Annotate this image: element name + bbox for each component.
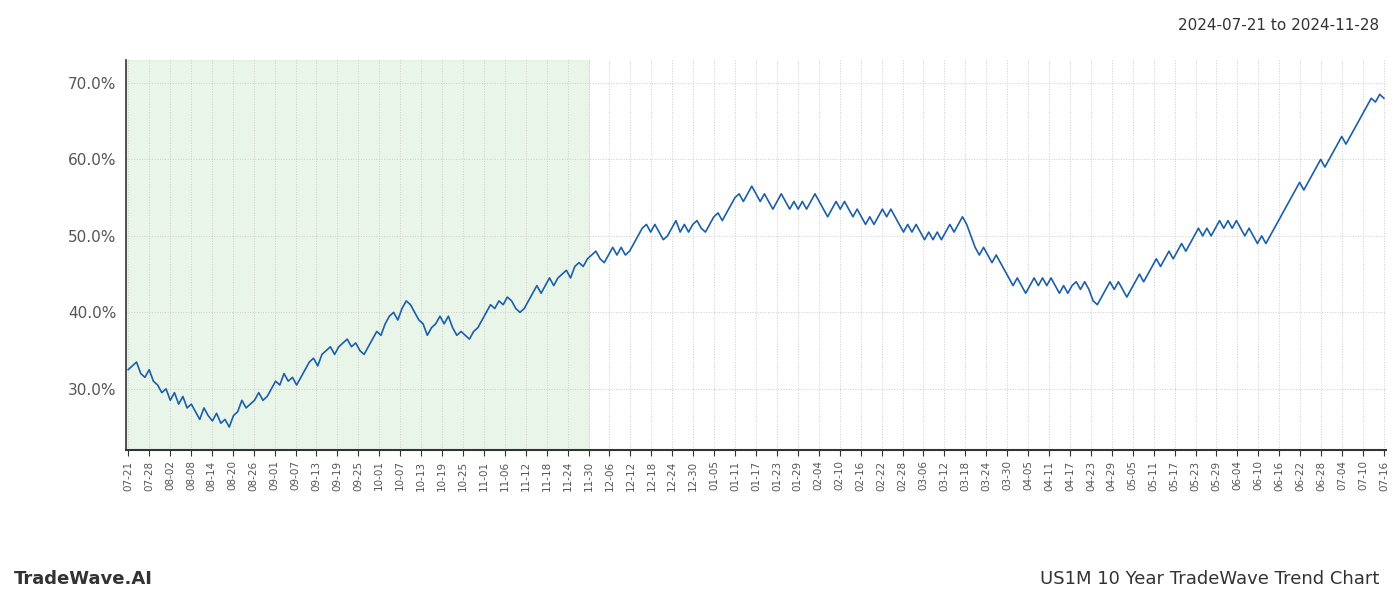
Text: US1M 10 Year TradeWave Trend Chart: US1M 10 Year TradeWave Trend Chart <box>1040 570 1379 588</box>
Bar <box>126 60 588 450</box>
Text: TradeWave.AI: TradeWave.AI <box>14 570 153 588</box>
Text: 2024-07-21 to 2024-11-28: 2024-07-21 to 2024-11-28 <box>1177 18 1379 33</box>
